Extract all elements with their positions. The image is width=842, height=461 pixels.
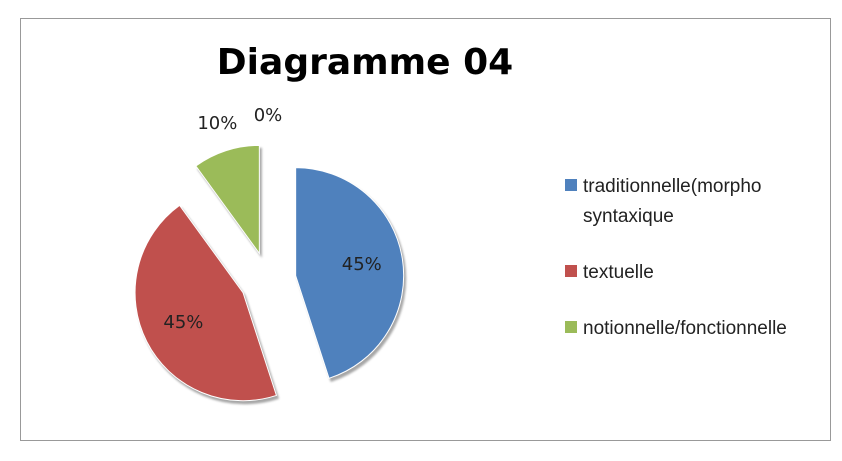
pie-slice <box>195 144 260 255</box>
legend: traditionnelle(morpho syntaxique textuell… <box>565 172 815 370</box>
legend-item: traditionnelle(morpho syntaxique <box>565 172 815 232</box>
legend-swatch <box>565 179 577 191</box>
pie-slice <box>134 204 278 402</box>
data-label: 0% <box>254 105 283 126</box>
legend-label: textuelle <box>583 262 654 283</box>
legend-label: notionnelle/fonctionnelle <box>583 318 787 339</box>
legend-swatch <box>565 321 577 333</box>
legend-item: notionnelle/fonctionnelle <box>565 314 815 344</box>
legend-swatch <box>565 265 577 277</box>
chart-title: Diagramme 04 <box>217 42 513 83</box>
data-label: 45% <box>163 312 203 333</box>
pie-slice <box>295 167 405 379</box>
legend-item: textuelle <box>565 258 815 288</box>
legend-label: traditionnelle(morpho syntaxique <box>583 176 762 227</box>
data-label: 45% <box>342 254 382 275</box>
data-label: 10% <box>197 113 237 134</box>
